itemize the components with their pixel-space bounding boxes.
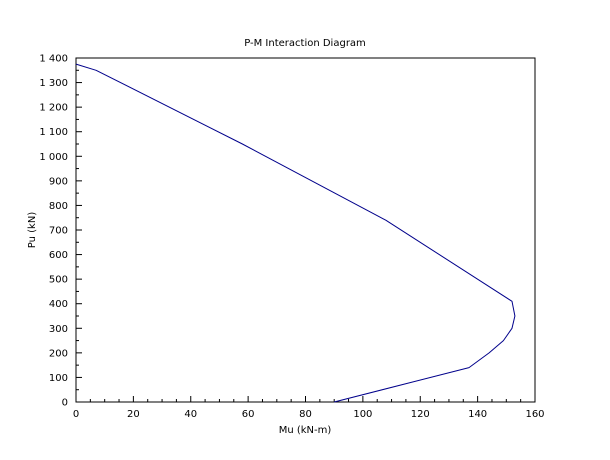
y-tick-label: 1 200 xyxy=(39,103,68,114)
y-tick-label: 200 xyxy=(49,348,68,359)
x-tick-label: 80 xyxy=(299,409,312,420)
y-tick-label: 700 xyxy=(49,226,68,237)
x-tick-label: 60 xyxy=(242,409,255,420)
y-axis: 0 100 200 300 400 500 600 700 800 900 1 000 1 100 1 … xyxy=(39,54,82,409)
x-axis: 0 20 40 60 80 100 120 140 160 xyxy=(73,396,545,420)
y-tick-label: 500 xyxy=(49,275,68,286)
y-axis-label: Pu (kN) xyxy=(27,212,38,249)
y-tick-label: 1 300 xyxy=(39,78,68,89)
x-tick-label: 100 xyxy=(353,409,372,420)
y-tick-label: 100 xyxy=(49,373,68,384)
plot-border xyxy=(75,57,536,403)
chart-title: P-M Interaction Diagram xyxy=(244,38,366,49)
y-tick-label: 300 xyxy=(49,324,68,335)
x-tick-label: 160 xyxy=(525,409,544,420)
series-layer xyxy=(75,63,516,403)
x-tick-label: 120 xyxy=(411,409,430,420)
y-tick-label: 800 xyxy=(49,201,68,212)
y-tick-label: 400 xyxy=(49,299,68,310)
x-tick-label: 0 xyxy=(73,409,79,420)
x-tick-label: 20 xyxy=(127,409,140,420)
y-tick-label: 0 xyxy=(62,398,68,409)
x-tick-label: 140 xyxy=(468,409,487,420)
y-tick-label: 900 xyxy=(49,176,68,187)
y-tick-label: 600 xyxy=(49,250,68,261)
x-axis-label: Mu (kN-m) xyxy=(279,425,332,436)
x-tick-label: 40 xyxy=(184,409,197,420)
plot-area xyxy=(75,57,536,403)
y-tick-label: 1 000 xyxy=(39,152,68,163)
y-tick-label: 1 100 xyxy=(39,127,68,138)
interaction-curve xyxy=(75,63,516,403)
y-tick-label: 1 400 xyxy=(39,54,68,65)
